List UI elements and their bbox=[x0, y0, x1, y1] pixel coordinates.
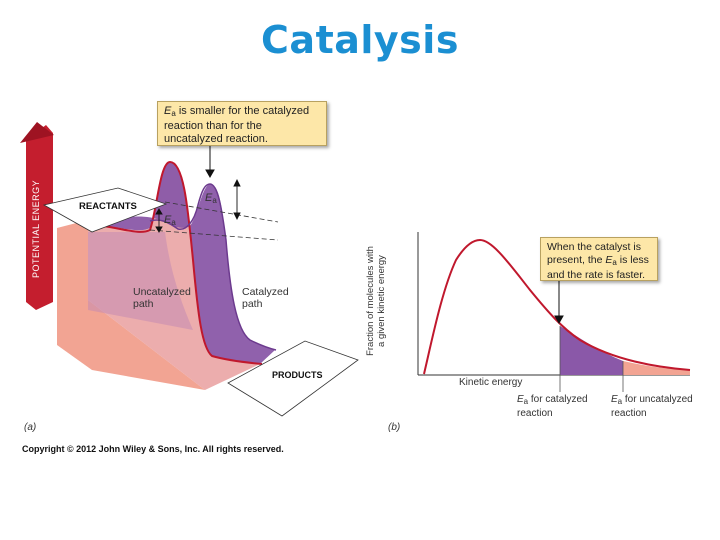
ea-uncatalyzed-label: Ea for uncatalyzed reaction bbox=[611, 394, 693, 419]
ea-catalyzed-label: Ea for catalyzed reaction bbox=[517, 394, 588, 419]
kinetic-energy-distribution bbox=[423, 238, 691, 375]
uncatalyzed-ea-region bbox=[623, 361, 690, 375]
copyright-notice: Copyright © 2012 John Wiley & Sons, Inc.… bbox=[22, 444, 284, 454]
panel-a-letter: (a) bbox=[24, 422, 37, 433]
panel-b-letter: (b) bbox=[388, 422, 401, 433]
callout-ea-smaller: Ea is smaller for the catalyzed reaction… bbox=[157, 101, 327, 146]
catalyzed-profile bbox=[88, 162, 275, 364]
catalyzed-path-label: Catalyzed path bbox=[242, 286, 289, 310]
uncatalyzed-region bbox=[57, 220, 205, 390]
x-axis-label: Kinetic energy bbox=[459, 377, 523, 388]
page-title: Catalysis bbox=[261, 18, 459, 62]
reactants-plane bbox=[42, 187, 168, 233]
products-plane bbox=[227, 340, 359, 417]
ea-label-uncatalyzed: Ea bbox=[164, 214, 176, 227]
potential-energy-arrow bbox=[20, 122, 54, 310]
reactants-label: REACTANTS bbox=[79, 201, 137, 212]
ea-uncatalyzed-arrow bbox=[155, 208, 163, 233]
callout-pointer bbox=[205, 146, 215, 179]
uncatalyzed-path-label: Uncatalyzed path bbox=[133, 286, 191, 310]
uncatalyzed-profile bbox=[88, 162, 260, 390]
axis-label-potential-energy: POTENTIAL ENERGY bbox=[31, 180, 41, 278]
callout-catalyst-present: When the catalyst is present, the Ea is … bbox=[540, 237, 658, 281]
catalyzed-curve bbox=[149, 183, 277, 351]
ea-label-catalyzed: Ea bbox=[205, 192, 217, 205]
callout-b-pointer bbox=[554, 280, 564, 325]
products-label: PRODUCTS bbox=[272, 370, 323, 380]
y-axis-label: Fraction of molecules with a given kinet… bbox=[365, 246, 387, 356]
ea-catalyzed-arrow bbox=[233, 178, 241, 221]
uncatalyzed-curve bbox=[85, 160, 263, 365]
